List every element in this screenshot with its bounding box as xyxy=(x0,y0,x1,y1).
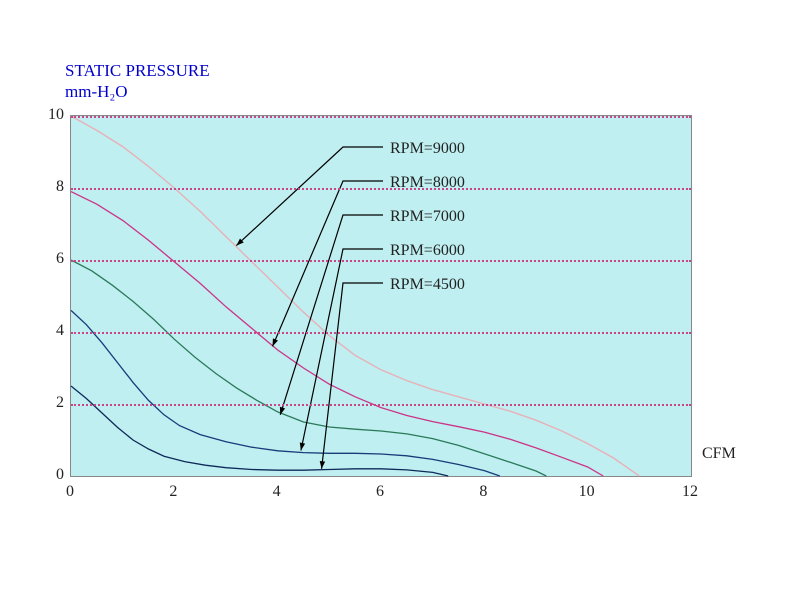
x-tick: 0 xyxy=(66,483,74,501)
series-label: RPM=6000 xyxy=(390,242,465,260)
grid-line xyxy=(71,332,691,334)
x-tick: 6 xyxy=(376,483,384,501)
leader-line xyxy=(236,147,383,246)
series-label: RPM=4500 xyxy=(390,276,465,294)
leader-line xyxy=(322,283,383,469)
y-tick: 4 xyxy=(40,322,64,340)
chart-title-line1: STATIC PRESSURE xyxy=(65,60,210,81)
grid-line xyxy=(71,404,691,406)
x-tick: 10 xyxy=(579,483,595,501)
series-curve xyxy=(71,116,639,476)
series-label: RPM=9000 xyxy=(390,140,465,158)
x-tick: 8 xyxy=(479,483,487,501)
arrowhead-icon xyxy=(273,338,278,346)
series-label: RPM=7000 xyxy=(390,208,465,226)
pressure-cfm-chart: STATIC PRESSURE mm-H₂O CFM 0 2 4 6 8 10 0 2 4 6 8 1… xyxy=(0,0,800,600)
x-tick: 2 xyxy=(169,483,177,501)
grid-line xyxy=(71,116,691,118)
arrowhead-icon xyxy=(320,461,325,469)
y-tick: 8 xyxy=(40,178,64,196)
x-axis-label: CFM xyxy=(702,445,736,463)
x-tick: 12 xyxy=(682,483,698,501)
series-label: RPM=8000 xyxy=(390,174,465,192)
y-tick: 0 xyxy=(40,466,64,484)
y-tick: 10 xyxy=(40,106,64,124)
chart-title: STATIC PRESSURE mm-H₂O xyxy=(65,60,210,103)
plot-area xyxy=(70,115,692,477)
y-tick: 2 xyxy=(40,394,64,412)
series-curve xyxy=(71,260,546,476)
curves-svg xyxy=(71,116,691,476)
grid-line xyxy=(71,260,691,262)
series-curve xyxy=(71,310,500,476)
series-curve xyxy=(71,386,448,476)
y-tick: 6 xyxy=(40,250,64,268)
leader-line xyxy=(301,249,383,450)
chart-title-line2: mm-H₂O xyxy=(65,81,210,102)
x-tick: 4 xyxy=(273,483,281,501)
grid-line xyxy=(71,188,691,190)
